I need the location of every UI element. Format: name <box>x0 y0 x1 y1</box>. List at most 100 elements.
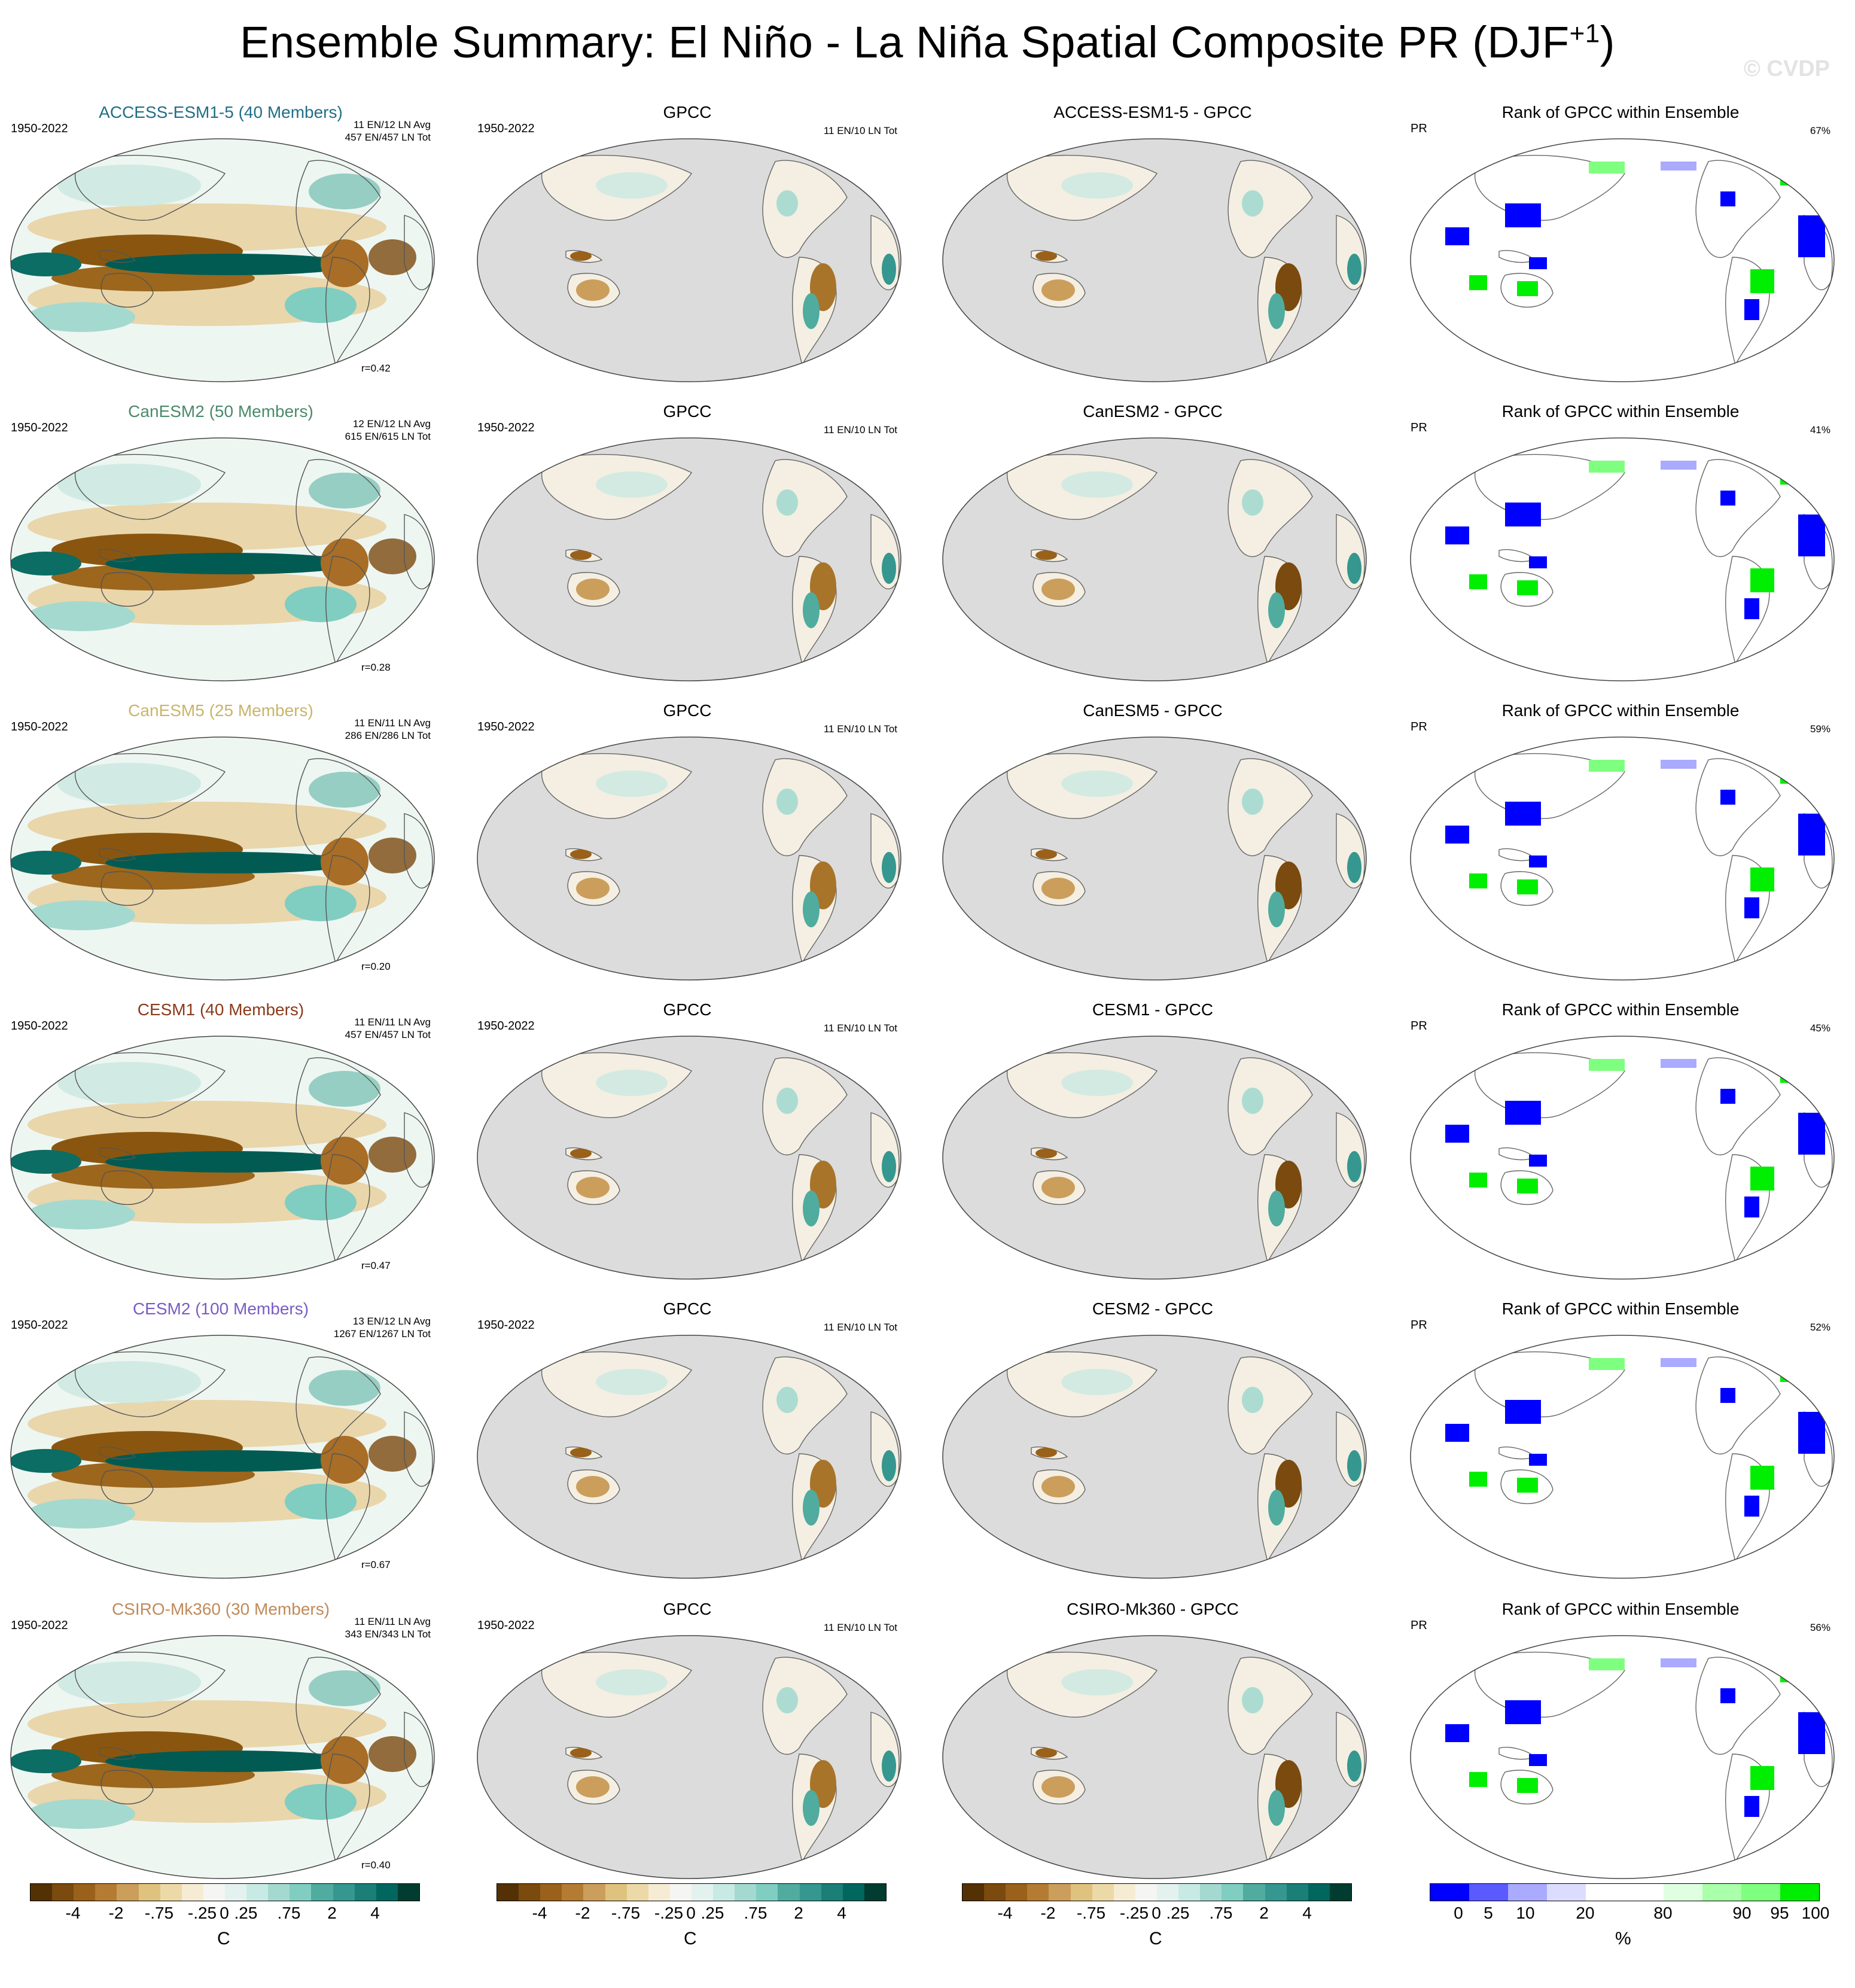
colorbar-swatch <box>1625 1884 1664 1901</box>
model-map <box>10 736 435 981</box>
rank-title: Rank of GPCC within Ensemble <box>1501 1600 1740 1618</box>
model-title: ACCESS-ESM1-5 (40 Members) <box>99 103 343 121</box>
colorbar-tick-label: 4 <box>837 1904 846 1922</box>
colorbar-tick-label: 100 <box>1801 1904 1830 1922</box>
colorbar-swatch <box>268 1884 290 1901</box>
colorbar-swatch <box>397 1884 419 1901</box>
model-counts: 11 EN/11 LN Avg 286 EN/286 LN Tot <box>345 717 431 742</box>
colorbar-swatch <box>562 1884 584 1901</box>
rank-variable: PR <box>1411 1619 1427 1632</box>
model-counts: 11 EN/11 LN Avg 343 EN/343 LN Tot <box>345 1615 431 1640</box>
rank-variable: PR <box>1411 1319 1427 1332</box>
rank-title: Rank of GPCC within Ensemble <box>1501 1299 1740 1318</box>
obs-title: GPCC <box>663 402 712 421</box>
obs-period: 1950-2022 <box>477 1319 535 1332</box>
obs-title: GPCC <box>663 1600 712 1618</box>
colorbar-tick-label: .75 <box>1209 1904 1233 1922</box>
model-period: 1950-2022 <box>11 421 68 434</box>
obs-map <box>477 1635 901 1879</box>
rank-map <box>1410 1635 1835 1879</box>
obs-counts: 11 EN/10 LN Tot <box>823 1622 897 1633</box>
colorbar-model <box>30 1883 420 1901</box>
rank-title: Rank of GPCC within Ensemble <box>1501 402 1740 421</box>
colorbar-swatch <box>117 1884 139 1901</box>
model-avg-count: 13 EN/12 LN Avg <box>352 1316 431 1327</box>
diff-panel: CSIRO-Mk360 - GPCC <box>934 1599 1371 1898</box>
model-map <box>10 1635 435 1879</box>
colorbar-swatch <box>1049 1884 1071 1901</box>
colorbar-swatch <box>605 1884 627 1901</box>
diff-title: CESM1 - GPCC <box>1092 1000 1214 1019</box>
colorbar-swatch <box>583 1884 605 1901</box>
colorbar-swatch <box>799 1884 821 1901</box>
colorbar-swatch <box>778 1884 800 1901</box>
model-title: CanESM5 (25 Members) <box>128 701 313 720</box>
model-title: CESM2 (100 Members) <box>132 1299 309 1318</box>
figure-title: Ensemble Summary: El Niño - La Niña Spat… <box>240 17 1615 67</box>
colorbar-tick-label: -4 <box>532 1904 547 1922</box>
colorbar-swatch <box>626 1884 648 1901</box>
obs-counts: 11 EN/10 LN Tot <box>823 1322 897 1333</box>
colorbar-tick-label: 80 <box>1653 1904 1673 1922</box>
model-panel: CESM1 (40 Members) 1950-2022 11 EN/11 LN A… <box>2 999 439 1298</box>
obs-counts: 11 EN/10 LN Tot <box>823 125 897 136</box>
colorbar-swatch <box>52 1884 74 1901</box>
pattern-correlation: r=0.28 <box>361 662 391 673</box>
obs-period: 1950-2022 <box>477 1019 535 1033</box>
colorbar-swatch <box>1200 1884 1222 1901</box>
model-total-count: 457 EN/457 LN Tot <box>345 132 431 143</box>
colorbar-rank <box>1430 1883 1820 1901</box>
pattern-correlation: r=0.20 <box>361 961 391 972</box>
colorbar-model-unit: C <box>217 1929 230 1949</box>
obs-panel: GPCC 1950-2022 11 EN/10 LN Tot <box>469 401 906 700</box>
colorbar-swatch <box>962 1884 985 1901</box>
model-panel: CanESM2 (50 Members) 1950-2022 12 EN/12 LN… <box>2 401 439 700</box>
colorbar-swatch <box>1308 1884 1330 1901</box>
rank-panel: Rank of GPCC within Ensemble PR 67% <box>1402 102 1839 401</box>
colorbar-tick-label: .75 <box>277 1904 301 1922</box>
obs-map <box>477 1335 901 1579</box>
colorbar-swatch <box>1135 1884 1157 1901</box>
rank-variable: PR <box>1411 720 1427 733</box>
colorbar-tick-label: -2 <box>575 1904 590 1922</box>
rank-title: Rank of GPCC within Ensemble <box>1501 701 1740 720</box>
model-panel: CanESM5 (25 Members) 1950-2022 11 EN/11 LN… <box>2 700 439 999</box>
pattern-correlation: r=0.47 <box>361 1260 391 1271</box>
colorbar-tick-label: 90 <box>1732 1904 1752 1922</box>
obs-title: GPCC <box>663 103 712 121</box>
diff-title: CESM2 - GPCC <box>1092 1299 1214 1318</box>
rank-panel: Rank of GPCC within Ensemble PR 52% <box>1402 1298 1839 1597</box>
obs-counts: 11 EN/10 LN Tot <box>823 723 897 735</box>
colorbar-swatch <box>691 1884 714 1901</box>
colorbar-tick-label: -.75 <box>611 1904 641 1922</box>
obs-period: 1950-2022 <box>477 720 535 733</box>
colorbar-swatch <box>1586 1884 1625 1901</box>
colorbar-tick-label: 0 <box>220 1904 229 1922</box>
colorbar-tick-label: 0 <box>686 1904 696 1922</box>
colorbar-tick-label: -2 <box>1040 1904 1056 1922</box>
colorbar-tick-label: 4 <box>370 1904 380 1922</box>
colorbar-swatch <box>540 1884 562 1901</box>
colorbar-diff-unit: C <box>1149 1929 1162 1949</box>
colorbar-swatch <box>497 1884 519 1901</box>
pattern-correlation: r=0.42 <box>361 363 391 374</box>
obs-panel: GPCC 1950-2022 11 EN/10 LN Tot <box>469 1599 906 1898</box>
rank-map <box>1410 1335 1835 1579</box>
rank-panel: Rank of GPCC within Ensemble PR 56% <box>1402 1599 1839 1898</box>
rank-percent: 45% <box>1810 1022 1830 1034</box>
obs-panel: GPCC 1950-2022 11 EN/10 LN Tot <box>469 1298 906 1597</box>
colorbar-swatch <box>984 1884 1006 1901</box>
obs-counts: 11 EN/10 LN Tot <box>823 1022 897 1034</box>
diff-panel: ACCESS-ESM1-5 - GPCC <box>934 102 1371 401</box>
model-period: 1950-2022 <box>11 720 68 733</box>
colorbar-swatch <box>1243 1884 1265 1901</box>
colorbar-tick-label: -.25 <box>187 1904 217 1922</box>
diff-panel: CESM2 - GPCC <box>934 1298 1371 1597</box>
colorbar-tick-label: .25 <box>700 1904 724 1922</box>
colorbar-tick-label: .75 <box>744 1904 767 1922</box>
colorbar-tick-label: 0 <box>1152 1904 1161 1922</box>
colorbar-swatch <box>203 1884 225 1901</box>
rank-map <box>1410 138 1835 382</box>
colorbar-tick-label: .25 <box>234 1904 258 1922</box>
diff-title: CSIRO-Mk360 - GPCC <box>1067 1600 1239 1618</box>
